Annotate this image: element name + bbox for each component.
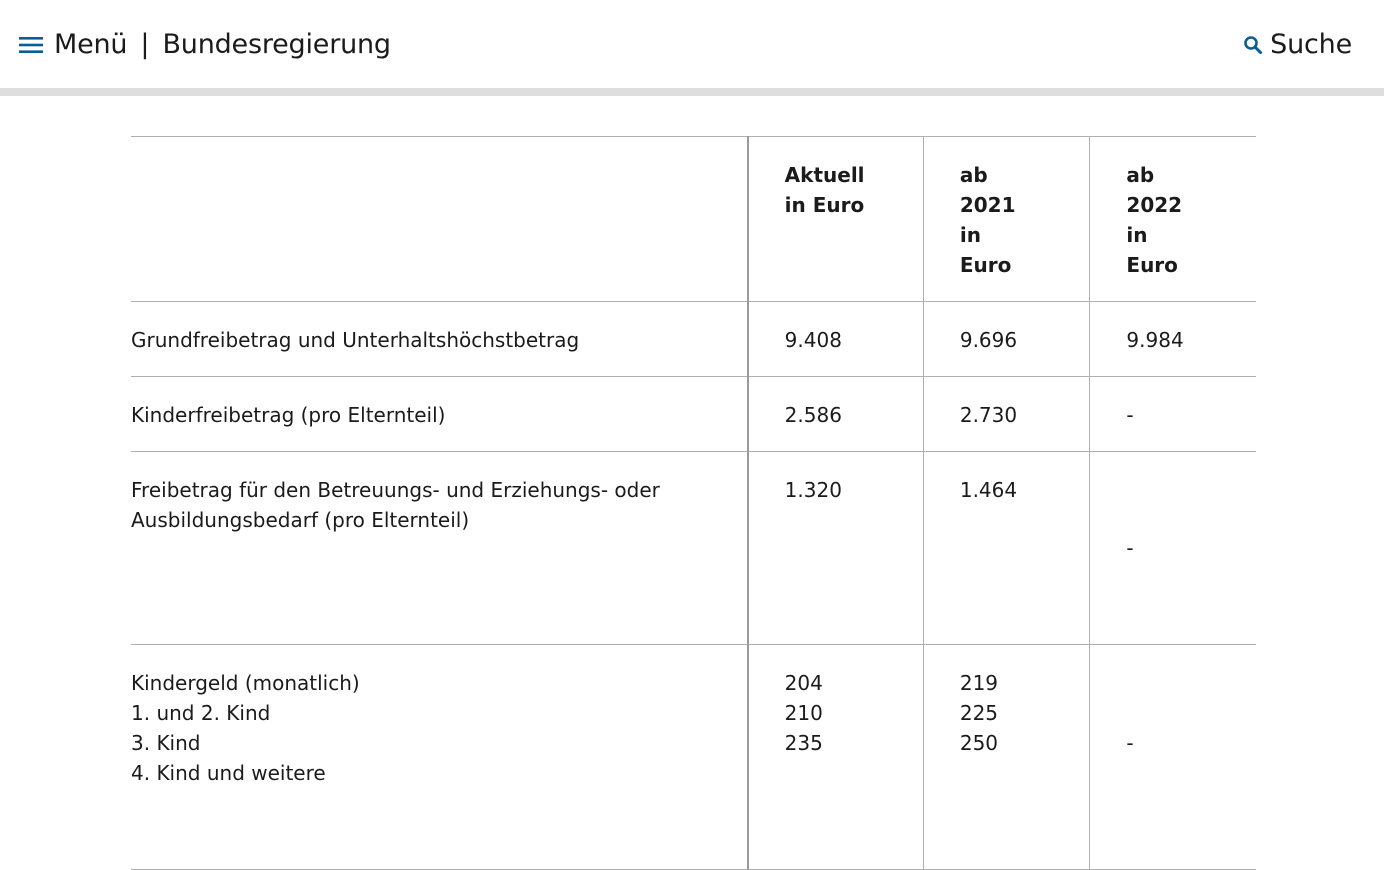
value-line: - <box>1126 403 1134 427</box>
header-current: Aktuell in Euro <box>746 136 924 302</box>
value-line: 9.984 <box>1126 328 1184 352</box>
value-line: 2.730 <box>959 403 1018 427</box>
value-current: 2.586 <box>746 376 924 452</box>
value-line: 225 <box>959 701 999 725</box>
row-label-line: Ausbildungsbedarf (pro Elternteil) <box>131 508 470 532</box>
value-line: 2.586 <box>784 403 842 427</box>
value-2021: 9.696 <box>922 301 1090 377</box>
header-current-line: in Euro <box>784 193 865 217</box>
row-label: Kinderfreibetrag (pro Elternteil) <box>131 376 748 452</box>
value-2022: - <box>1089 376 1256 452</box>
header-divider <box>0 88 1384 96</box>
header-2021-line: 2021 <box>959 193 1016 217</box>
value-current: 1.320 <box>746 451 924 645</box>
value-2022: - <box>1089 644 1256 870</box>
header-2021-line: in <box>959 223 981 247</box>
header-2021-line: Euro <box>959 253 1012 277</box>
tax-allowance-table: Aktuell in Euro ab 2021 in Euro ab 2022 … <box>131 136 1256 870</box>
header-2022: ab 2022 in Euro <box>1089 136 1256 302</box>
value-line: - <box>1126 536 1134 560</box>
value-line: 9.696 <box>959 328 1018 352</box>
value-2021: 1.464 <box>922 451 1090 645</box>
row-label-line: Grundfreibetrag und Unterhaltshöchstbetr… <box>131 328 580 352</box>
menu-label: Menü <box>54 29 128 60</box>
row-label-line: Kindergeld (monatlich) <box>131 671 360 695</box>
value-line: 210 <box>784 701 823 725</box>
value-2022: 9.984 <box>1089 301 1256 377</box>
header-2021-line: ab <box>959 163 988 187</box>
header-2022-line: Euro <box>1126 253 1178 277</box>
value-line: 250 <box>959 731 999 755</box>
row-label-line: Freibetrag für den Betreuungs- und Erzie… <box>131 478 660 502</box>
row-label-line: 4. Kind und weitere <box>131 761 326 785</box>
row-label-line: 1. und 2. Kind <box>131 701 271 725</box>
header-2022-line: ab <box>1126 163 1155 187</box>
header-2022-line: in <box>1126 223 1148 247</box>
value-line: 204 <box>784 671 823 695</box>
header-2022-line: 2022 <box>1126 193 1183 217</box>
search-button[interactable]: Suche <box>1243 26 1352 64</box>
row-label-line: 3. Kind <box>131 731 201 755</box>
magnifier-icon <box>1244 36 1263 54</box>
row-label-line: Kinderfreibetrag (pro Elternteil) <box>131 403 446 427</box>
value-line: 219 <box>959 671 999 695</box>
table-row: Freibetrag für den Betreuungs- und Erzie… <box>131 451 1256 645</box>
row-label: Grundfreibetrag und Unterhaltshöchstbetr… <box>131 301 748 377</box>
header-current-line: Aktuell <box>784 163 865 187</box>
header-separator: | <box>140 29 150 60</box>
value-2021: 2.730 <box>922 376 1090 452</box>
table-row: Kindergeld (monatlich) 1. und 2. Kind 3.… <box>131 644 1256 870</box>
row-label: Kindergeld (monatlich) 1. und 2. Kind 3.… <box>131 644 748 870</box>
table-header-row: Aktuell in Euro ab 2021 in Euro ab 2022 … <box>131 136 1256 302</box>
value-current: 204 210 235 <box>746 644 924 870</box>
search-label: Suche <box>1270 29 1352 60</box>
value-line: - <box>1126 731 1134 755</box>
header-label-cell <box>131 136 748 302</box>
value-line: 235 <box>784 731 823 755</box>
site-header: Menü | Bundesregierung Suche <box>0 0 1384 88</box>
table-row: Grundfreibetrag und Unterhaltshöchstbetr… <box>131 301 1256 377</box>
value-2022: - <box>1089 451 1256 645</box>
row-label: Freibetrag für den Betreuungs- und Erzie… <box>131 451 748 645</box>
table-row: Kinderfreibetrag (pro Elternteil) 2.586 … <box>131 376 1256 452</box>
header-2021: ab 2021 in Euro <box>922 136 1090 302</box>
brand-name[interactable]: Bundesregierung <box>162 29 391 60</box>
menu-button[interactable]: Menü | Bundesregierung <box>19 26 391 64</box>
value-line: 1.320 <box>784 478 842 502</box>
value-current: 9.408 <box>746 301 924 377</box>
hamburger-icon <box>19 37 43 53</box>
value-2021: 219 225 250 <box>922 644 1090 870</box>
value-line: 9.408 <box>784 328 842 352</box>
value-line: 1.464 <box>959 478 1018 502</box>
